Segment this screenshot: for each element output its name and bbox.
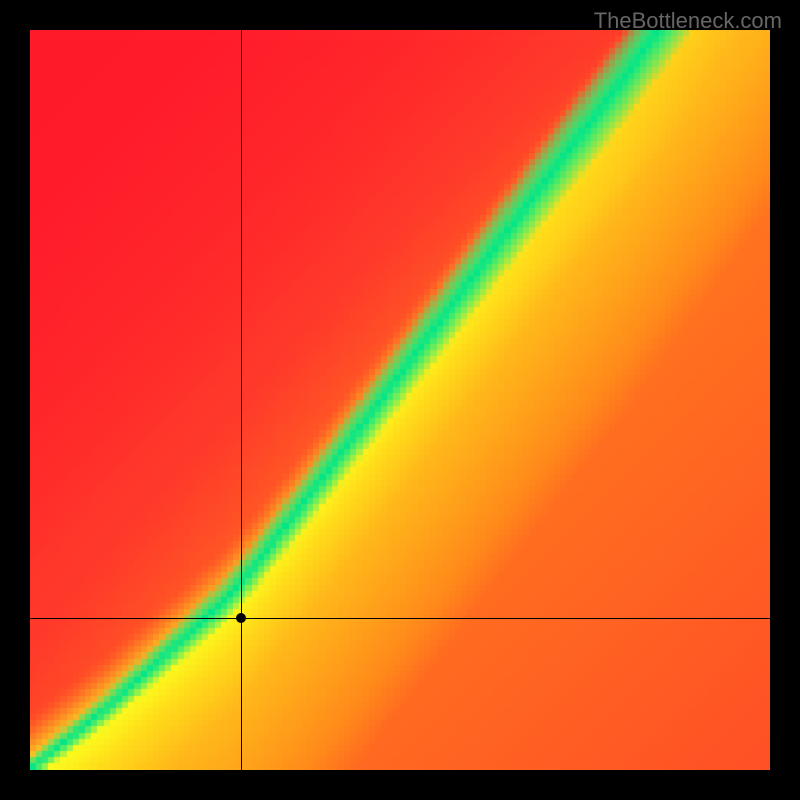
heatmap-canvas (30, 30, 770, 770)
crosshair-vertical (241, 30, 242, 770)
crosshair-horizontal (30, 618, 770, 619)
heatmap-plot (30, 30, 770, 770)
watermark-text: TheBottleneck.com (594, 8, 782, 34)
crosshair-marker-dot (236, 613, 246, 623)
